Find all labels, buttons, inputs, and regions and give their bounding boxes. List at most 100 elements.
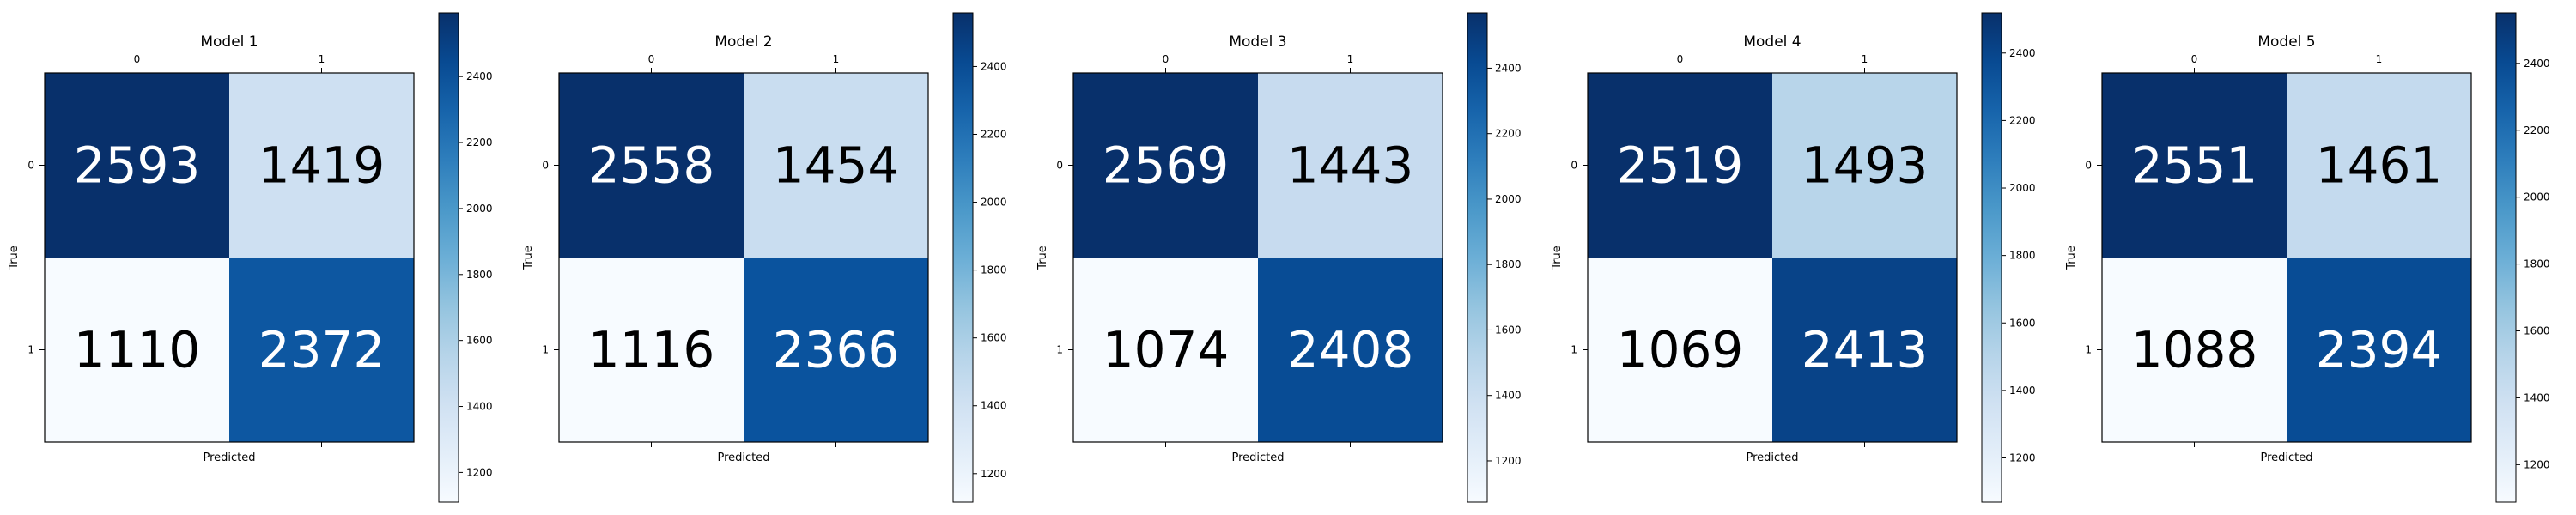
- y-axis-label: True: [8, 245, 21, 270]
- x-tick-label: 1: [319, 53, 325, 65]
- colorbar-tick-label: 2000: [466, 203, 493, 215]
- y-tick-label: 1: [542, 344, 549, 356]
- matrix-cell: [2287, 73, 2471, 258]
- plot-frame: [2101, 72, 2472, 443]
- panel-title: Model 3: [1229, 33, 1286, 51]
- colorbar-tick-label: 2000: [2009, 182, 2036, 194]
- y-axis-label: True: [522, 245, 535, 270]
- colorbar: [952, 12, 974, 503]
- colorbar-tick-label: 1600: [1495, 324, 1522, 336]
- colorbar-tick-label: 1400: [466, 401, 493, 413]
- cell-value-label: 2519: [1617, 136, 1744, 195]
- matrix-cell: [559, 73, 744, 258]
- plot-frame: [1072, 72, 1443, 443]
- matrix-cell: [1073, 258, 1258, 442]
- confusion-matrix-panel-4: Model 4 2519 1493 1069 2413 0 1 0 1 Predicted True…: [1551, 12, 2036, 503]
- colorbar-tick-label: 1200: [2009, 452, 2036, 464]
- matrix-cell: [2102, 73, 2287, 258]
- matrix-cell: [744, 258, 928, 442]
- colorbar: [1467, 12, 1488, 503]
- matrix-cell: [1588, 73, 1772, 258]
- panel-title: Model 5: [2257, 33, 2315, 51]
- colorbar-tick-label: 1200: [466, 466, 493, 478]
- cell-value-label: 1419: [258, 136, 386, 195]
- x-tick-label: 1: [2376, 53, 2383, 65]
- matrix-cell: [1073, 73, 1258, 258]
- x-tick-label: 0: [134, 53, 141, 65]
- matrix-cell: [2102, 258, 2287, 442]
- y-tick-label: 0: [1571, 160, 1577, 172]
- cell-value-label: 2366: [773, 321, 900, 379]
- matrix-cell: [744, 73, 928, 258]
- matrix-cell: [45, 258, 229, 442]
- colorbar-tick-label: 1600: [466, 335, 493, 347]
- matrix-cell: [1772, 73, 1957, 258]
- panel-title: Model 2: [714, 33, 772, 51]
- x-tick-label: 0: [1163, 53, 1170, 65]
- colorbar-tick-label: 2200: [1495, 128, 1522, 140]
- colorbar-tick-label: 1400: [1495, 390, 1522, 402]
- cell-value-label: 2558: [588, 136, 715, 195]
- matrix-cell: [2287, 258, 2471, 442]
- colorbar-tick-label: 1200: [2524, 458, 2550, 470]
- cell-value-label: 1088: [2131, 321, 2258, 379]
- cell-value-label: 1116: [588, 321, 715, 379]
- cell-value-label: 2593: [74, 136, 201, 195]
- x-tick-label: 0: [648, 53, 655, 65]
- y-axis-label: True: [2065, 245, 2078, 270]
- matrix-cell: [559, 258, 744, 442]
- y-tick-label: 0: [2085, 160, 2092, 172]
- colorbar: [438, 12, 459, 503]
- cell-value-label: 2408: [1287, 321, 1414, 379]
- colorbar-tick-label: 1800: [1495, 258, 1522, 270]
- colorbar-tick-label: 1200: [981, 468, 1007, 480]
- colorbar-tick-label: 2400: [1495, 62, 1522, 74]
- x-tick-label: 0: [1677, 53, 1684, 65]
- cell-value-label: 1493: [1801, 136, 1929, 195]
- cell-value-label: 1461: [2316, 136, 2443, 195]
- colorbar-tick-label: 1400: [2524, 391, 2550, 403]
- colorbar-tick-label: 1600: [2009, 317, 2036, 329]
- confusion-matrix-panel-3: Model 3 2569 1443 1074 2408 0 1 0 1 Predicted True…: [1036, 12, 1522, 503]
- x-tick-label: 1: [1862, 53, 1868, 65]
- colorbar-tick-label: 2400: [466, 70, 493, 82]
- colorbar-tick-label: 2200: [2009, 114, 2036, 126]
- y-tick-label: 0: [542, 160, 549, 172]
- plot-frame: [44, 72, 415, 443]
- colorbar-tick-label: 2000: [2524, 191, 2550, 203]
- y-tick-label: 1: [1571, 344, 1577, 356]
- cell-value-label: 2394: [2316, 321, 2443, 379]
- colorbar-tick-label: 2400: [2524, 58, 2550, 70]
- matrix-cell: [229, 73, 414, 258]
- plot-frame: [1587, 72, 1958, 443]
- panel-title: Model 4: [1743, 33, 1801, 51]
- colorbar-tick-label: 2400: [2009, 47, 2036, 59]
- colorbar-tick-label: 1800: [981, 264, 1007, 276]
- cell-value-label: 2551: [2131, 136, 2258, 195]
- colorbar: [1981, 12, 2002, 503]
- y-tick-label: 0: [1056, 160, 1063, 172]
- y-tick-label: 0: [27, 160, 34, 172]
- colorbar-tick-label: 1800: [466, 269, 493, 281]
- cell-value-label: 1074: [1103, 321, 1230, 379]
- colorbar-tick-label: 2200: [466, 136, 493, 148]
- matrix-cell: [1258, 73, 1443, 258]
- colorbar-tick-label: 1800: [2524, 258, 2550, 270]
- cell-value-label: 1069: [1617, 321, 1744, 379]
- x-tick-label: 1: [1347, 53, 1354, 65]
- colorbar-tick-label: 1600: [2524, 325, 2550, 337]
- matrix-cell: [45, 73, 229, 258]
- colorbar-tick-label: 2000: [1495, 193, 1522, 205]
- matrix-cell: [229, 258, 414, 442]
- colorbar-tick-label: 1800: [2009, 250, 2036, 262]
- colorbar-tick-label: 2200: [981, 129, 1007, 141]
- colorbar-tick-label: 2000: [981, 197, 1007, 209]
- y-tick-label: 1: [1056, 344, 1063, 356]
- x-axis-label: Predicted: [1746, 451, 1798, 464]
- colorbar: [2495, 12, 2517, 503]
- panel-title: Model 1: [200, 33, 258, 51]
- matrix-cell: [1772, 258, 1957, 442]
- y-axis-label: True: [1551, 245, 1564, 270]
- colorbar-tick-label: 1600: [981, 332, 1007, 344]
